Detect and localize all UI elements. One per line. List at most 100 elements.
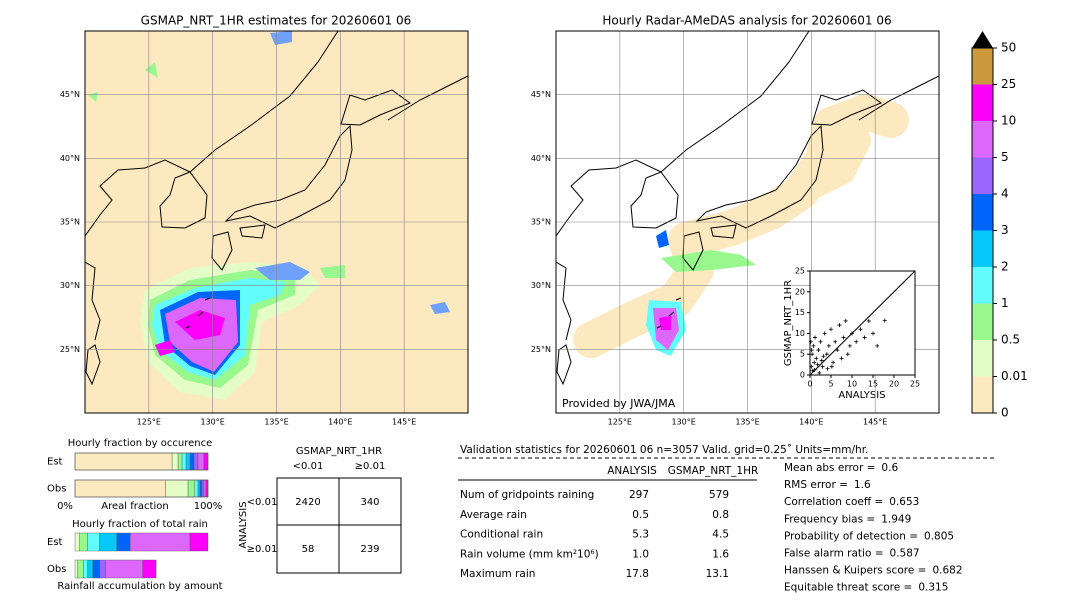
y-tick-label: 10 [795,329,805,338]
y-tick-label: 35°N [60,218,80,227]
scatter-point [841,335,846,340]
x-tick-label: 125°E [608,418,632,427]
total-rain-footer: Rainfall accumulation by amount [57,581,222,592]
scatter-point [845,352,850,357]
colorbar-label: 3 [1001,223,1009,237]
colorbar-bin [972,230,993,267]
fraction-segment [92,559,100,579]
x-tick-label: 25 [910,380,920,389]
score: Hanssen & Kuipers score = 0.682 [784,565,963,577]
stat-label: Rain volume (mm km²10⁶) [460,548,599,560]
colorbar-label: 4 [1001,187,1009,201]
scatter-point [810,368,815,373]
scatter-point [812,360,817,365]
score-label: Frequency bias = [784,513,875,525]
scatter-point [813,335,818,340]
scatter-point [837,323,842,328]
fraction-segment [193,452,199,471]
row-title: ANALYSIS [238,501,249,548]
fraction-segment [194,479,199,498]
y-tick-label: 5 [800,350,805,359]
stat-label: Average rain [460,509,527,521]
y-tick-label: 25°N [60,345,80,354]
fraction-segment [83,559,88,579]
y-tick-label: 30°N [531,281,551,290]
x-tick-label: 135°E [264,418,288,427]
stat-value: 579 [709,489,729,501]
scatter-point [810,352,815,357]
y-tick-label: 40°N [60,154,80,163]
x-tick-label: 5 [828,380,833,389]
total-rain-title: Hourly fraction of total rain [72,519,208,530]
colorbar-label: 10 [1001,114,1016,128]
x-tick-label: 15 [868,380,878,389]
occurrence-title: Hourly fraction by occurence [68,438,212,449]
x-tick-label: 20 [889,380,899,389]
row-label: ≥0.01 [247,544,278,555]
score-value: 0.653 [889,496,919,508]
scatter-point [866,318,871,323]
score: Mean abs error = 0.6 [784,462,898,474]
scatter-point [875,343,880,348]
cell-value: 340 [360,497,379,508]
credit: Provided by JWA/JMA [562,397,676,410]
x-tick-label: 140°E [799,418,823,427]
score-label: False alarm ratio = [784,548,884,560]
y-tick-label: 15 [795,308,805,317]
y-tick-label: 45°N [531,90,551,99]
contingency-title: GSMAP_NRT_1HR [296,446,382,457]
scatter-point [854,339,859,344]
colorbar-extend [972,31,993,48]
row-label: Est [47,537,63,548]
stat-value: 297 [629,489,649,501]
cell-value: 2420 [295,497,320,508]
scatter-point [809,364,814,369]
scatter-point [839,356,844,361]
scatter-point [812,368,817,373]
scatter-point [835,348,840,353]
row-label: <0.01 [247,497,278,508]
score-value: 1.949 [881,513,911,525]
stat-label: Maximum rain [460,568,535,580]
scatter-point [808,339,813,344]
scatter-point [809,348,814,353]
scatter-point [815,362,820,367]
cell-value: 58 [302,544,315,555]
y-tick-label: 0 [800,371,805,380]
scatter-point [858,327,863,332]
fraction-segment [185,452,191,471]
fraction-segment [181,452,187,471]
fraction-segment [74,532,80,552]
scatter-point [825,366,830,371]
colorbar-bin [972,340,993,377]
colorbar-label: 0.01 [1001,369,1028,383]
axis-label: 100% [194,501,223,512]
cell-value: 239 [360,544,379,555]
column-header: ANALYSIS [607,465,657,477]
map-frame [555,30,940,414]
x-tick-label: 10 [847,380,857,389]
y-tick-label: 30°N [60,281,80,290]
validation-title: Validation statistics for 20260601 06 n=… [460,444,868,456]
axis-label: 0% [57,501,73,512]
map-title: GSMAP_NRT_1HR estimates for 20260601 06 [141,14,412,28]
stat-value: 13.1 [706,568,729,580]
colorbar-label: 0.5 [1001,333,1020,347]
score: False alarm ratio = 0.587 [784,548,920,560]
fraction-segment [189,452,195,471]
score-value: 0.315 [918,582,948,594]
fraction-segment [203,452,209,471]
y-tick-label: 45°N [60,90,80,99]
scatter-point [821,354,826,359]
bar-frame [74,452,209,471]
col-label: <0.01 [293,461,324,472]
stat-value: 17.8 [626,568,649,580]
x-tick-label: 130°E [672,418,696,427]
scatter-point [850,331,854,336]
score-label: RMS error = [784,479,848,491]
fraction-segment [105,559,144,579]
scatter-point [833,339,838,344]
fraction-segment [142,559,157,579]
y-tick-label: 20 [795,287,805,296]
